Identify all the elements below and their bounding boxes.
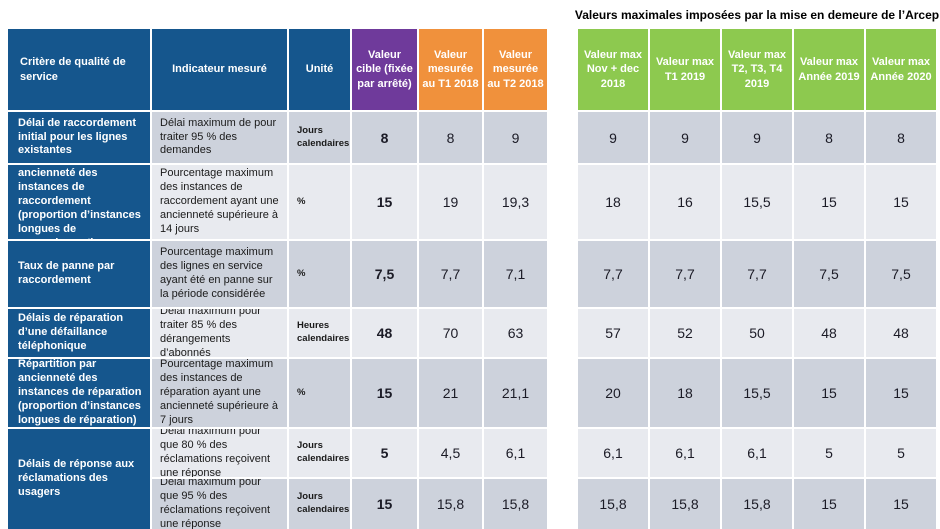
header-valeur-mesuree-t1-2018: Valeur mesurée au T1 2018	[419, 29, 482, 110]
max-value-row5-col1: 6,1	[650, 429, 720, 477]
t2-value-row5: 6,1	[484, 429, 547, 477]
max-value-row0-col4: 8	[866, 112, 936, 163]
unit-cell-row2: %	[289, 241, 350, 307]
indicator-cell-row1: Pourcentage maximum des instances de rac…	[152, 165, 287, 239]
max-value-row4-col1: 18	[650, 359, 720, 427]
t1-value-row2: 7,7	[419, 241, 482, 307]
unit-cell-row5: Jours calendaires	[289, 429, 350, 477]
max-value-row3-col0: 57	[578, 309, 648, 357]
unit-cell-row6: Jours calendaires	[289, 479, 350, 529]
max-value-row5-col0: 6,1	[578, 429, 648, 477]
max-value-row1-col3: 15	[794, 165, 864, 239]
header-valeur-cible: Valeur cible (fixée par arrêté)	[352, 29, 417, 110]
max-value-row1-col1: 16	[650, 165, 720, 239]
max-value-row1-col2: 15,5	[722, 165, 792, 239]
header-valeur-mesuree-t2-2018: Valeur mesurée au T2 2018	[484, 29, 547, 110]
max-value-row6-col4: 15	[866, 479, 936, 529]
max-value-row2-col2: 7,7	[722, 241, 792, 307]
header-indicateur-mesure: Indicateur mesuré	[152, 29, 287, 110]
right-table-title: Valeurs maximales imposées par la mise e…	[574, 8, 940, 22]
max-value-row6-col2: 15,8	[722, 479, 792, 529]
t1-value-row1: 19	[419, 165, 482, 239]
max-value-row4-col3: 15	[794, 359, 864, 427]
max-value-row2-col1: 7,7	[650, 241, 720, 307]
criterion-cell-row1: Répartition par ancienneté des instances…	[8, 165, 150, 239]
t2-value-row1: 19,3	[484, 165, 547, 239]
target-value-row6: 15	[352, 479, 417, 529]
indicator-cell-row4: Pourcentage maximum des instances de rép…	[152, 359, 287, 427]
max-value-row0-col3: 8	[794, 112, 864, 163]
criterion-cell-row2: Taux de panne par raccordement	[8, 241, 150, 307]
max-value-row1-col0: 18	[578, 165, 648, 239]
max-value-row3-col2: 50	[722, 309, 792, 357]
t2-value-row3: 63	[484, 309, 547, 357]
max-value-row0-col1: 9	[650, 112, 720, 163]
t1-value-row6: 15,8	[419, 479, 482, 529]
header-critere-qualite: Critère de qualité de service	[8, 29, 150, 110]
unit-cell-row1: %	[289, 165, 350, 239]
max-value-row5-col4: 5	[866, 429, 936, 477]
header-valeur-max-annee-2020: Valeur max Année 2020	[866, 29, 936, 110]
indicator-cell-row2: Pourcentage maximum des lignes en servic…	[152, 241, 287, 307]
unit-cell-row4: %	[289, 359, 350, 427]
t1-value-row4: 21	[419, 359, 482, 427]
max-value-row0-col0: 9	[578, 112, 648, 163]
max-value-row5-col3: 5	[794, 429, 864, 477]
target-value-row2: 7,5	[352, 241, 417, 307]
target-value-row5: 5	[352, 429, 417, 477]
max-value-row2-col0: 7,7	[578, 241, 648, 307]
header-valeur-max-annee-2019: Valeur max Année 2019	[794, 29, 864, 110]
target-value-row4: 15	[352, 359, 417, 427]
target-value-row3: 48	[352, 309, 417, 357]
t1-value-row3: 70	[419, 309, 482, 357]
max-value-row4-col4: 15	[866, 359, 936, 427]
criterion-cell-row5: Délais de réponse aux réclamations des u…	[8, 429, 150, 529]
unit-cell-row3: Heures calendaires	[289, 309, 350, 357]
indicator-cell-row0: Délai maximum de pour traiter 95 % des d…	[152, 112, 287, 163]
max-value-row6-col0: 15,8	[578, 479, 648, 529]
max-value-row2-col4: 7,5	[866, 241, 936, 307]
t2-value-row6: 15,8	[484, 479, 547, 529]
max-value-row3-col1: 52	[650, 309, 720, 357]
t2-value-row4: 21,1	[484, 359, 547, 427]
header-valeur-max-t2-t3-t4-2019: Valeur max T2, T3, T4 2019	[722, 29, 792, 110]
criterion-cell-row4: Répartition par ancienneté des instances…	[8, 359, 150, 427]
max-value-row6-col1: 15,8	[650, 479, 720, 529]
indicator-cell-row5: Délai maximum pour que 80 % des réclamat…	[152, 429, 287, 477]
header-valeur-max-nov-dec-2018: Valeur max Nov + dec 2018	[578, 29, 648, 110]
criterion-cell-row0: Délai de raccordement initial pour les l…	[8, 112, 150, 163]
max-value-row2-col3: 7,5	[794, 241, 864, 307]
header-valeur-max-t1-2019: Valeur max T1 2019	[650, 29, 720, 110]
qos-comparison-table: Valeurs maximales imposées par la mise e…	[8, 6, 940, 529]
indicator-cell-row3: Délai maximum pour traiter 85 % des déra…	[152, 309, 287, 357]
max-value-row4-col2: 15,5	[722, 359, 792, 427]
max-value-row6-col3: 15	[794, 479, 864, 529]
max-value-row0-col2: 9	[722, 112, 792, 163]
target-value-row1: 15	[352, 165, 417, 239]
t2-value-row2: 7,1	[484, 241, 547, 307]
header-unite: Unité	[289, 29, 350, 110]
t2-value-row0: 9	[484, 112, 547, 163]
unit-cell-row0: Jours calendaires	[289, 112, 350, 163]
indicator-cell-row6: Délai maximum pour que 95 % des réclamat…	[152, 479, 287, 529]
t1-value-row5: 4,5	[419, 429, 482, 477]
criterion-cell-row3: Délais de réparation d’une défaillance t…	[8, 309, 150, 357]
max-value-row1-col4: 15	[866, 165, 936, 239]
t1-value-row0: 8	[419, 112, 482, 163]
max-value-row3-col4: 48	[866, 309, 936, 357]
max-value-row4-col0: 20	[578, 359, 648, 427]
max-value-row3-col3: 48	[794, 309, 864, 357]
target-value-row0: 8	[352, 112, 417, 163]
max-value-row5-col2: 6,1	[722, 429, 792, 477]
